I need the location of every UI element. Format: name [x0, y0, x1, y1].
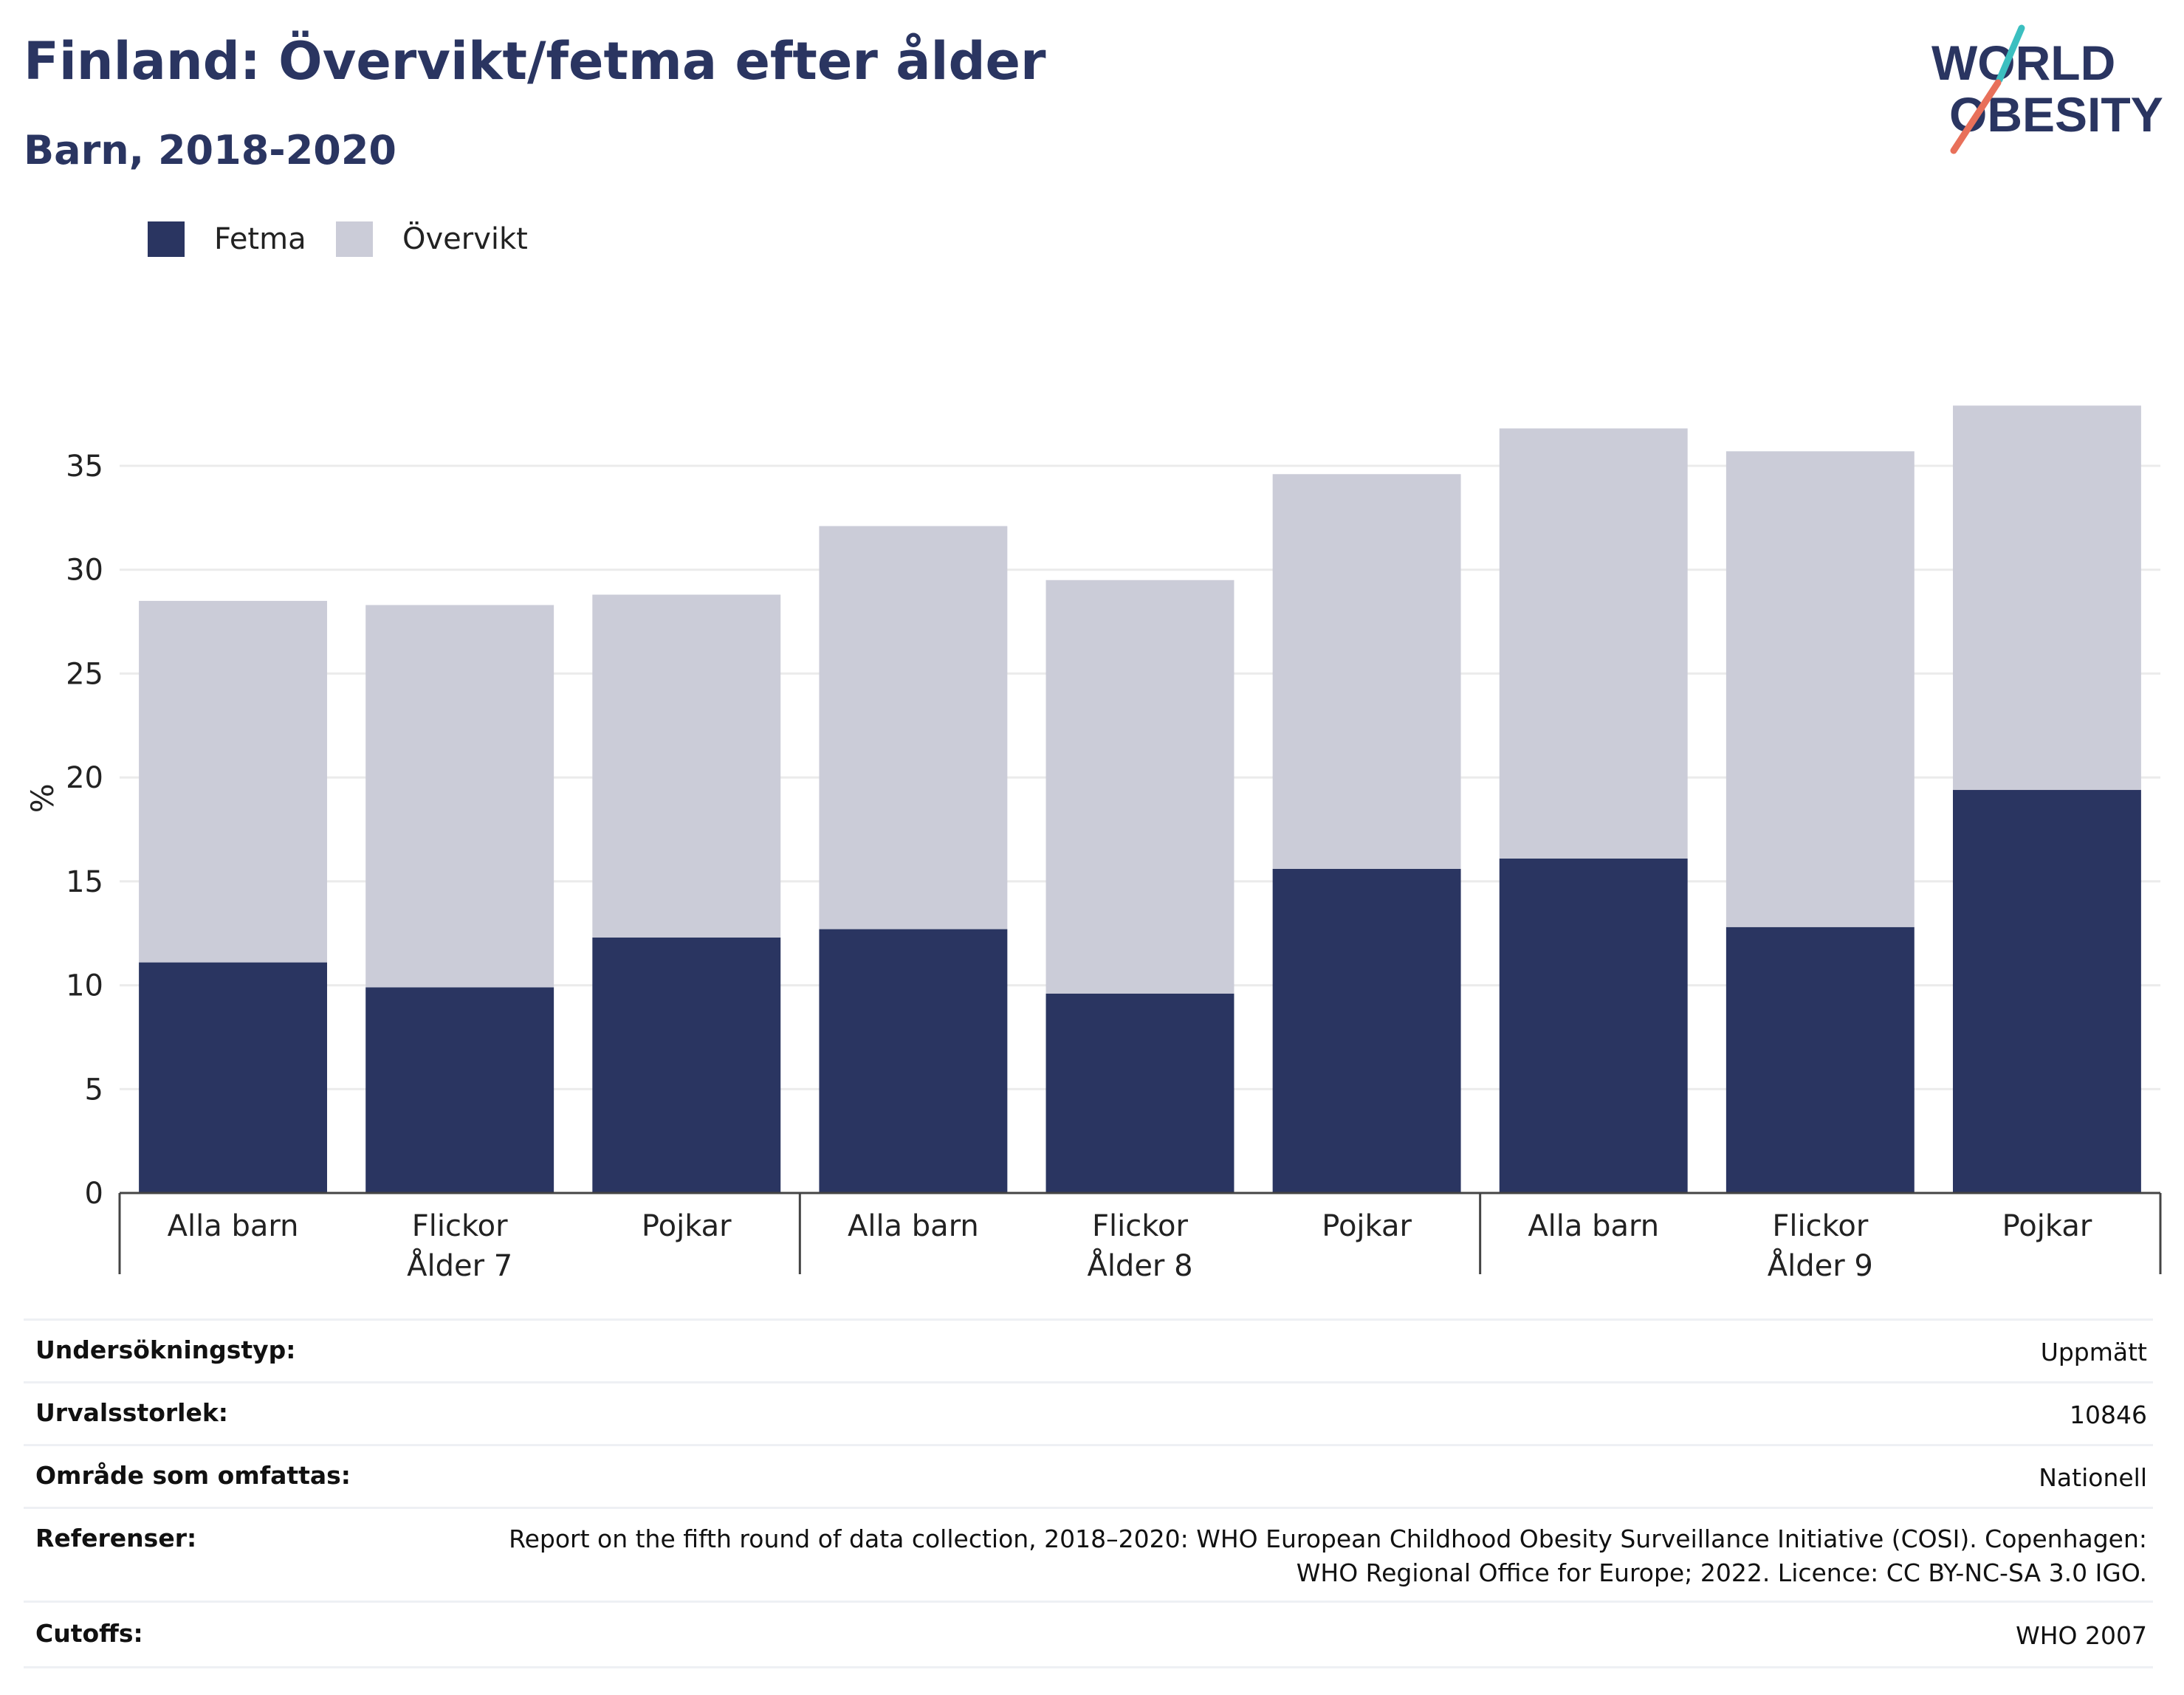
y-tick-label: 15 [66, 865, 103, 899]
survey-type-label: Undersökningstyp: [35, 1335, 296, 1364]
bar-fetma [819, 929, 1008, 1193]
chart-subtitle: Barn, 2018-2020 [24, 127, 396, 173]
x-tick-label: Flickor [412, 1209, 508, 1243]
bar-fetma [1272, 868, 1461, 1193]
logo-slash-teal [1996, 24, 2025, 83]
logo-slash-coral [1950, 79, 2002, 154]
info-row-cutoffs: Cutoffs: WHO 2007 [24, 1601, 2153, 1668]
sample-size-value: 10846 [2070, 1400, 2147, 1429]
y-tick-label: 0 [85, 1177, 103, 1211]
bar-overvikt [1272, 474, 1461, 869]
bar-overvikt [1499, 428, 1688, 859]
x-tick-label: Pojkar [2002, 1209, 2092, 1243]
legend-label-overvikt: Övervikt [402, 222, 528, 256]
bar-overvikt [1952, 405, 2141, 791]
sample-size-label: Urvalsstorlek: [35, 1398, 229, 1427]
bar-fetma [365, 987, 554, 1193]
bar-fetma [592, 937, 781, 1193]
y-tick-label: 30 [66, 554, 103, 588]
legend-swatch-fetma [148, 221, 185, 257]
info-row-references: Referenser: Report on the fifth round of… [24, 1507, 2153, 1601]
bar-overvikt [1725, 451, 1915, 927]
x-tick-label: Alla barn [1528, 1209, 1659, 1243]
bar-fetma [1952, 790, 2141, 1193]
bar-fetma [1499, 858, 1688, 1193]
info-row-survey-type: Undersökningstyp: Uppmätt [24, 1318, 2153, 1381]
bar-overvikt [819, 526, 1008, 929]
bar-fetma [1725, 926, 1915, 1193]
references-value: Report on the fifth round of data collec… [509, 1524, 2147, 1587]
x-tick-label: Flickor [1772, 1209, 1868, 1243]
y-tick-label: 25 [66, 657, 103, 691]
bar-overvikt [139, 600, 328, 963]
info-row-area: Område som omfattas: Nationell [24, 1444, 2153, 1507]
y-tick-label: 5 [85, 1073, 103, 1107]
chart-title: Finland: Övervikt/fetma efter ålder [24, 31, 1046, 92]
legend-swatch-overvikt [336, 221, 373, 257]
area-value: Nationell [2039, 1463, 2147, 1492]
x-tick-label: Alla barn [848, 1209, 979, 1243]
bar-overvikt [1045, 580, 1234, 994]
group-label: Ålder 9 [1768, 1248, 1873, 1283]
cutoffs-label: Cutoffs: [35, 1619, 143, 1648]
info-table: Undersökningstyp: Uppmätt Urvalsstorlek:… [24, 1318, 2153, 1668]
bar-overvikt [592, 594, 781, 938]
cutoffs-value: WHO 2007 [2016, 1621, 2147, 1650]
legend-label-fetma: Fetma [214, 222, 306, 256]
x-tick-label: Pojkar [642, 1209, 732, 1243]
area-label: Område som omfattas: [35, 1461, 351, 1490]
bar-overvikt [365, 605, 554, 988]
bar-fetma [139, 962, 328, 1193]
x-tick-label: Alla barn [168, 1209, 299, 1243]
group-label: Ålder 8 [1087, 1248, 1192, 1283]
group-label: Ålder 7 [407, 1248, 512, 1283]
x-tick-label: Pojkar [1322, 1209, 1412, 1243]
y-tick-label: 10 [66, 969, 103, 1003]
info-row-sample-size: Urvalsstorlek: 10846 [24, 1381, 2153, 1444]
y-tick-label: 35 [66, 450, 103, 484]
y-axis-label: % [24, 783, 61, 813]
references-label: Referenser: [35, 1524, 197, 1553]
world-obesity-logo: WORLD OBESITY [1931, 24, 2163, 154]
survey-type-value: Uppmätt [2040, 1338, 2147, 1366]
logo-word-1: WORLD [1931, 35, 2115, 90]
bar-chart: 0 5 10 15 20 25 30 35% Alla barn Flickor Pojkar All… [24, 405, 2162, 1283]
bar-fetma [1045, 993, 1234, 1193]
y-tick-label: 20 [66, 761, 103, 795]
x-tick-label: Flickor [1092, 1209, 1188, 1243]
logo-word-2: OBESITY [1949, 87, 2163, 142]
